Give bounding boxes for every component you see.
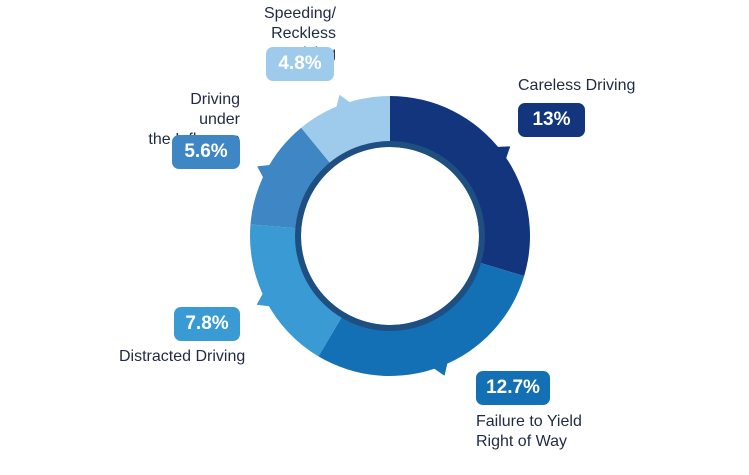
slice-failure-to-yield bbox=[318, 261, 525, 377]
slice-careless-driving-pointer bbox=[495, 146, 511, 161]
slice-careless-driving bbox=[390, 96, 530, 277]
inner-ring bbox=[295, 141, 485, 331]
slice-value-speeding-reckless: 4.8% bbox=[266, 47, 334, 81]
slice-driving-under-influence bbox=[250, 127, 334, 229]
slice-distracted-driving bbox=[250, 224, 345, 357]
slice-value-careless-driving: 13% bbox=[518, 103, 585, 137]
slice-value-distracted-driving: 7.8% bbox=[174, 307, 240, 341]
slice-distracted-driving-pointer bbox=[256, 291, 272, 307]
slice-label-failure-to-yield: Failure to Yield Right of Way bbox=[476, 413, 582, 450]
slice-label-careless-driving: Careless Driving bbox=[518, 77, 636, 94]
slice-value-driving-under-influence: 5.6% bbox=[172, 135, 240, 169]
slice-failure-to-yield-pointer bbox=[432, 361, 448, 376]
slice-driving-under-influence-pointer bbox=[257, 164, 272, 180]
slice-speeding-reckless-pointer bbox=[335, 94, 352, 110]
slice-value-failure-to-yield: 12.7% bbox=[476, 371, 550, 405]
donut-slices bbox=[250, 94, 530, 377]
slice-label-distracted-driving: Distracted Driving bbox=[119, 348, 246, 365]
